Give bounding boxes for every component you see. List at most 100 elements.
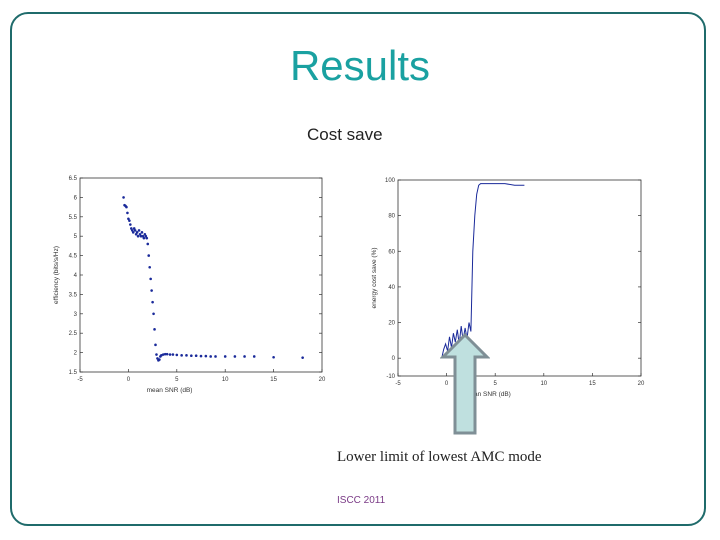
data-point: [132, 227, 136, 230]
x-tick-label: 10: [540, 381, 547, 387]
x-tick-label: 15: [589, 381, 596, 387]
data-point: [138, 232, 142, 236]
data-point: [223, 355, 227, 358]
y-axis-label: efficiency (bits/s/Hz): [53, 246, 60, 304]
slide-subtitle: Cost save: [307, 125, 383, 144]
data-point: [144, 234, 148, 238]
series-line: [441, 183, 525, 359]
data-point: [171, 353, 175, 356]
data-point: [126, 211, 129, 215]
data-point: [142, 236, 146, 240]
x-axis-label: mean SNR (dB): [147, 387, 193, 394]
x-tick-label: 5: [175, 377, 179, 383]
data-point: [137, 229, 141, 232]
data-point: [165, 352, 169, 356]
data-point: [161, 353, 165, 356]
y-tick-label: 6: [74, 195, 78, 201]
y-tick-label: 2: [74, 351, 78, 357]
data-point: [140, 231, 144, 234]
y-tick-label: 6.5: [69, 176, 78, 182]
x-tick-label: 15: [270, 377, 277, 383]
x-tick-label: 5: [494, 381, 498, 387]
data-point: [150, 289, 153, 292]
data-point: [149, 277, 152, 281]
y-tick-label: 3.5: [69, 292, 78, 298]
data-point: [127, 217, 130, 221]
data-point: [168, 353, 172, 356]
y-tick-label: 4: [74, 273, 78, 279]
data-point: [147, 254, 151, 257]
data-point: [180, 354, 183, 357]
slide-title: Results: [289, 42, 431, 89]
y-tick-label: 5: [74, 234, 78, 240]
data-point: [136, 234, 140, 238]
data-point: [146, 242, 150, 246]
data-point: [204, 354, 208, 358]
y-tick-label: 5.5: [69, 215, 78, 221]
efficiency-chart-svg: -5 0 5 10 15 20 1.5 2 2.5 3 3.5 4 4.5 5 5.5 6 6.5 mean SN…: [53, 176, 326, 394]
arrow-caption: Lower limit of lowest AMC mode: [337, 449, 542, 465]
plot-frame: [79, 177, 323, 373]
y-tick-label: 80: [388, 214, 395, 220]
data-point: [122, 196, 125, 199]
cost-save-chart: -5 0 5 10 15 20 -10 0 20 40 60 80 100 mean SNR (dB) en…: [360, 170, 655, 400]
data-point: [156, 357, 159, 360]
data-point: [125, 205, 128, 209]
x-tick-label: 0: [127, 377, 131, 383]
data-point: [135, 231, 139, 234]
data-point: [214, 355, 217, 358]
efficiency-chart: -5 0 5 10 15 20 1.5 2 2.5 3 3.5 4 4.5 5 5.5 6 6.5 mean SN…: [50, 170, 335, 400]
y-tick-label: 40: [388, 285, 395, 291]
footer-text: ISCC 2011: [337, 495, 386, 506]
y-tick-label: 4.5: [69, 254, 78, 260]
up-arrow-icon: [439, 332, 491, 440]
data-point: [301, 356, 304, 359]
data-point: [175, 353, 179, 357]
x-tick-label: 20: [319, 377, 326, 383]
plot-frame: [397, 179, 642, 377]
data-point: [158, 358, 161, 361]
x-tick-label: -5: [77, 377, 83, 383]
data-point: [141, 234, 145, 238]
data-point: [199, 354, 203, 358]
data-point: [143, 232, 147, 236]
data-point: [153, 328, 156, 331]
data-point: [252, 355, 256, 358]
data-point: [163, 352, 167, 356]
data-point: [185, 354, 188, 357]
y-tick-label: 0: [392, 356, 396, 362]
data-point: [130, 229, 134, 232]
slide-frame: [10, 12, 706, 526]
data-point: [134, 232, 138, 236]
y-axis-label: energy cost save (%): [371, 247, 378, 308]
data-point: [152, 312, 155, 316]
data-point: [194, 354, 198, 358]
x-axis-label: mean SNR (dB): [465, 391, 511, 398]
x-tick-label: 20: [638, 381, 645, 387]
y-tick-label: -10: [386, 374, 395, 380]
data-point: [145, 236, 149, 240]
cost-save-chart-svg: -5 0 5 10 15 20 -10 0 20 40 60 80 100 mean SNR (dB) en…: [371, 178, 645, 398]
data-point: [129, 223, 132, 226]
data-point: [131, 231, 135, 234]
x-tick-label: -5: [395, 381, 401, 387]
y-tick-label: 20: [388, 321, 395, 327]
data-point: [233, 355, 237, 358]
data-point: [243, 355, 246, 358]
data-point: [190, 354, 193, 358]
data-point: [209, 355, 212, 358]
data-point: [154, 343, 157, 347]
data-point: [155, 353, 158, 356]
data-point: [151, 300, 154, 304]
data-point: [130, 227, 133, 230]
y-tick-label: 1.5: [69, 370, 78, 376]
y-tick-label: 2.5: [69, 331, 78, 337]
data-point: [148, 265, 151, 269]
data-point: [128, 219, 131, 222]
y-tick-label: 3: [74, 312, 78, 318]
y-tick-label: 60: [388, 249, 395, 255]
data-point: [139, 234, 143, 238]
x-tick-label: 0: [445, 381, 449, 387]
data-point: [272, 355, 275, 359]
y-tick-label: 100: [385, 178, 396, 184]
